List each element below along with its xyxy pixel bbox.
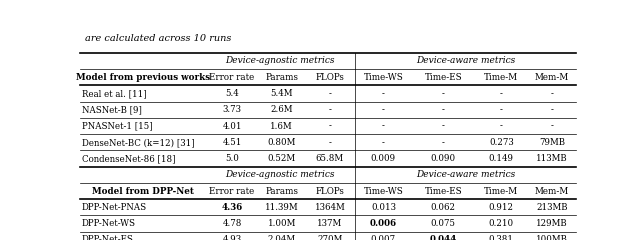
Text: -: - [442, 138, 445, 147]
Text: -: - [442, 105, 445, 114]
Text: 0.062: 0.062 [431, 203, 456, 212]
Text: are calculated across 10 runs: are calculated across 10 runs [85, 34, 231, 43]
Text: -: - [550, 105, 554, 114]
Text: -: - [328, 138, 332, 147]
Text: 3.73: 3.73 [223, 105, 241, 114]
Text: 0.013: 0.013 [371, 203, 396, 212]
Text: 213MB: 213MB [536, 203, 568, 212]
Text: DPP-Net-WS: DPP-Net-WS [82, 219, 136, 228]
Text: 0.007: 0.007 [371, 235, 396, 240]
Text: Device-aware metrics: Device-aware metrics [416, 170, 515, 179]
Text: 4.36: 4.36 [221, 203, 243, 212]
Text: -: - [550, 121, 554, 131]
Text: FLOPs: FLOPs [316, 73, 344, 82]
Text: 79MB: 79MB [539, 138, 565, 147]
Text: 1.6M: 1.6M [270, 121, 293, 131]
Text: 0.273: 0.273 [489, 138, 514, 147]
Text: Device-agnostic metrics: Device-agnostic metrics [225, 56, 335, 66]
Text: Model from DPP-Net: Model from DPP-Net [92, 186, 194, 196]
Text: Error rate: Error rate [209, 186, 255, 196]
Text: Mem-M: Mem-M [534, 186, 569, 196]
Text: Mem-M: Mem-M [534, 73, 569, 82]
Text: Time-WS: Time-WS [364, 73, 403, 82]
Text: 4.78: 4.78 [222, 219, 242, 228]
Text: -: - [442, 121, 445, 131]
Text: 4.51: 4.51 [222, 138, 242, 147]
Text: DPP-Net-PNAS: DPP-Net-PNAS [82, 203, 147, 212]
Text: Params: Params [265, 186, 298, 196]
Text: 0.090: 0.090 [431, 154, 456, 163]
Text: DenseNet-BC (k=12) [31]: DenseNet-BC (k=12) [31] [82, 138, 195, 147]
Text: 1364M: 1364M [314, 203, 346, 212]
Text: Params: Params [265, 73, 298, 82]
Text: -: - [550, 89, 554, 98]
Text: Device-aware metrics: Device-aware metrics [416, 56, 515, 66]
Text: Real et al. [11]: Real et al. [11] [82, 89, 147, 98]
Text: Time-ES: Time-ES [424, 186, 462, 196]
Text: -: - [382, 105, 385, 114]
Text: 129MB: 129MB [536, 219, 568, 228]
Text: 0.210: 0.210 [489, 219, 514, 228]
Text: 0.149: 0.149 [489, 154, 514, 163]
Text: Model from previous works: Model from previous works [76, 73, 210, 82]
Text: -: - [500, 121, 502, 131]
Text: 2.6M: 2.6M [270, 105, 293, 114]
Text: 5.4: 5.4 [225, 89, 239, 98]
Text: 4.01: 4.01 [222, 121, 242, 131]
Text: -: - [328, 105, 332, 114]
Text: Time-WS: Time-WS [364, 186, 403, 196]
Text: Device-agnostic metrics: Device-agnostic metrics [225, 170, 335, 179]
Text: 2.04M: 2.04M [268, 235, 296, 240]
Text: 0.075: 0.075 [431, 219, 456, 228]
Text: FLOPs: FLOPs [316, 186, 344, 196]
Text: -: - [500, 105, 502, 114]
Text: 5.4M: 5.4M [270, 89, 293, 98]
Text: -: - [442, 89, 445, 98]
Text: 0.381: 0.381 [489, 235, 514, 240]
Text: 5.0: 5.0 [225, 154, 239, 163]
Text: 0.80M: 0.80M [268, 138, 296, 147]
Text: 0.006: 0.006 [370, 219, 397, 228]
Text: PNASNet-1 [15]: PNASNet-1 [15] [82, 121, 152, 131]
Text: Error rate: Error rate [209, 73, 255, 82]
Text: 137M: 137M [317, 219, 342, 228]
Text: -: - [382, 89, 385, 98]
Text: DPP-Net-ES: DPP-Net-ES [82, 235, 134, 240]
Text: -: - [328, 89, 332, 98]
Text: 100MB: 100MB [536, 235, 568, 240]
Text: 0.912: 0.912 [489, 203, 514, 212]
Text: -: - [382, 121, 385, 131]
Text: 270M: 270M [317, 235, 342, 240]
Text: 0.009: 0.009 [371, 154, 396, 163]
Text: Time-M: Time-M [484, 186, 518, 196]
Text: 0.52M: 0.52M [268, 154, 296, 163]
Text: 4.93: 4.93 [223, 235, 241, 240]
Text: 1.00M: 1.00M [268, 219, 296, 228]
Text: Time-ES: Time-ES [424, 73, 462, 82]
Text: -: - [500, 89, 502, 98]
Text: NASNet-B [9]: NASNet-B [9] [82, 105, 142, 114]
Text: -: - [382, 138, 385, 147]
Text: 0.044: 0.044 [429, 235, 457, 240]
Text: -: - [328, 121, 332, 131]
Text: Time-M: Time-M [484, 73, 518, 82]
Text: 113MB: 113MB [536, 154, 568, 163]
Text: CondenseNet-86 [18]: CondenseNet-86 [18] [82, 154, 175, 163]
Text: 11.39M: 11.39M [265, 203, 298, 212]
Text: 65.8M: 65.8M [316, 154, 344, 163]
